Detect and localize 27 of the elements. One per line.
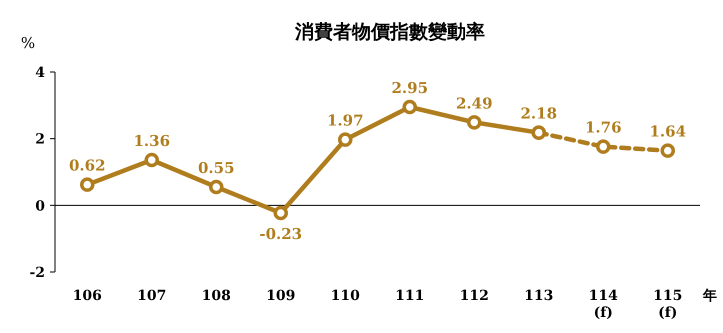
data-label: 2.95	[391, 79, 428, 97]
x-axis-title: 年	[702, 288, 717, 304]
data-label: 0.62	[68, 156, 106, 175]
data-label: 1.76	[584, 118, 622, 137]
x-tick-label: 114 (f)	[588, 288, 618, 321]
x-tick-label: 111	[395, 288, 424, 304]
y-tick-label: -2	[29, 265, 45, 281]
x-tick-label: 115 (f)	[653, 288, 682, 321]
y-tick-label: 4	[35, 65, 46, 81]
x-tick-label: 113	[524, 288, 554, 304]
data-label: 1.36	[133, 132, 170, 150]
data-label: 2.18	[520, 104, 558, 123]
y-tick-label: 0	[35, 198, 46, 214]
x-tick-label: 106	[72, 288, 102, 304]
data-label: 1.97	[326, 112, 364, 130]
x-tick-label: 108	[202, 288, 231, 304]
x-tick-label: 112	[460, 288, 489, 304]
x-tick-label: 110	[330, 288, 360, 304]
data-label: -0.23	[259, 225, 302, 243]
y-axis-title: %	[20, 34, 36, 52]
data-label: 0.55	[198, 159, 235, 177]
data-label: 2.49	[456, 94, 493, 112]
y-tick-label: 2	[35, 132, 45, 148]
x-tick-label: 107	[137, 288, 166, 304]
data-label: 1.64	[649, 122, 686, 141]
chart-title: 消費者物價指數變動率	[294, 21, 485, 43]
x-tick-label: 109	[266, 288, 296, 304]
